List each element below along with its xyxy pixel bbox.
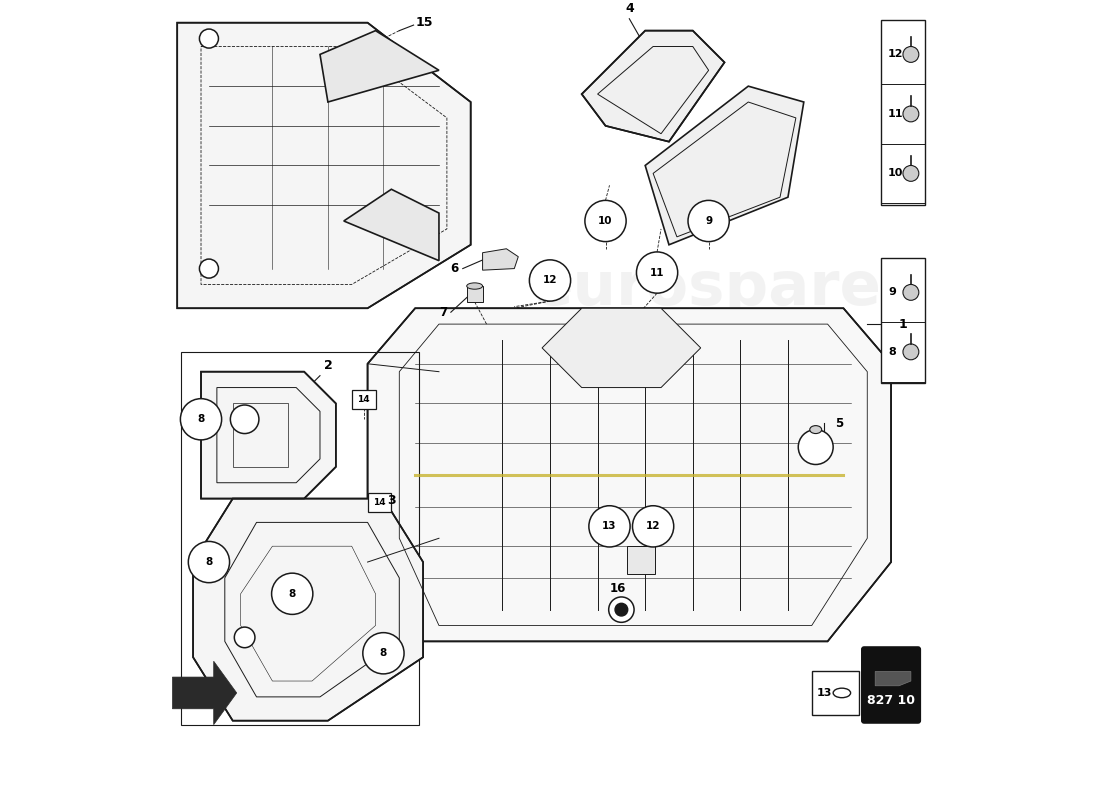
Circle shape (903, 166, 918, 182)
Circle shape (903, 285, 918, 300)
Text: 11: 11 (888, 109, 903, 119)
Circle shape (230, 405, 258, 434)
Polygon shape (483, 249, 518, 270)
Polygon shape (320, 30, 439, 102)
Circle shape (363, 633, 404, 674)
Text: 8: 8 (379, 648, 387, 658)
Circle shape (688, 200, 729, 242)
Text: 3: 3 (387, 494, 396, 506)
FancyBboxPatch shape (861, 647, 921, 723)
Polygon shape (646, 86, 804, 245)
Text: 15: 15 (415, 16, 432, 30)
Circle shape (585, 200, 626, 242)
Polygon shape (627, 546, 656, 574)
Circle shape (608, 597, 634, 622)
Text: 13: 13 (816, 688, 832, 698)
Polygon shape (177, 22, 471, 308)
Circle shape (234, 627, 255, 648)
Circle shape (799, 430, 833, 465)
Text: 5: 5 (836, 417, 844, 430)
Text: 4: 4 (625, 2, 634, 14)
Text: 14: 14 (373, 498, 386, 507)
Text: 8: 8 (206, 557, 212, 567)
Text: 9: 9 (888, 287, 895, 298)
Text: 13: 13 (602, 522, 617, 531)
Polygon shape (201, 372, 336, 498)
Bar (881, 258, 925, 383)
Circle shape (637, 252, 678, 293)
Text: 16: 16 (609, 582, 626, 595)
Text: 10: 10 (598, 216, 613, 226)
Text: 2: 2 (323, 358, 332, 372)
Text: 1985: 1985 (727, 390, 849, 456)
Polygon shape (344, 190, 439, 261)
Text: 12: 12 (646, 522, 660, 531)
Text: 11: 11 (650, 267, 664, 278)
Ellipse shape (466, 283, 483, 290)
Polygon shape (582, 30, 725, 142)
Circle shape (188, 542, 230, 582)
Text: 827 10: 827 10 (867, 694, 915, 706)
Text: 9: 9 (705, 216, 712, 226)
Circle shape (199, 29, 219, 48)
Text: eurospares: eurospares (531, 259, 917, 318)
Polygon shape (542, 308, 701, 387)
Circle shape (903, 344, 918, 360)
Bar (367, 493, 392, 513)
Bar (182, 352, 419, 725)
Text: 1: 1 (899, 318, 907, 330)
Text: 14: 14 (358, 395, 370, 404)
Circle shape (529, 260, 571, 301)
Bar (352, 390, 375, 410)
Circle shape (632, 506, 673, 547)
Polygon shape (876, 671, 911, 686)
Bar (881, 20, 925, 205)
Circle shape (588, 506, 630, 547)
Text: 10: 10 (888, 169, 903, 178)
Text: 8: 8 (288, 589, 296, 598)
Circle shape (180, 398, 221, 440)
Circle shape (615, 603, 628, 616)
Polygon shape (367, 308, 891, 642)
Circle shape (903, 106, 918, 122)
Circle shape (199, 259, 219, 278)
Polygon shape (466, 286, 483, 302)
Circle shape (272, 573, 312, 614)
Ellipse shape (810, 426, 822, 434)
Text: 6: 6 (451, 262, 459, 275)
Text: 8: 8 (197, 414, 205, 424)
Text: 12: 12 (888, 50, 903, 59)
Polygon shape (194, 498, 424, 721)
Text: 7: 7 (439, 306, 447, 318)
Text: 8: 8 (888, 347, 895, 357)
Bar (812, 671, 859, 714)
Text: 12: 12 (542, 275, 558, 286)
Text: a passion for parts since 1985: a passion for parts since 1985 (405, 449, 695, 580)
Polygon shape (173, 661, 236, 725)
Circle shape (903, 46, 918, 62)
